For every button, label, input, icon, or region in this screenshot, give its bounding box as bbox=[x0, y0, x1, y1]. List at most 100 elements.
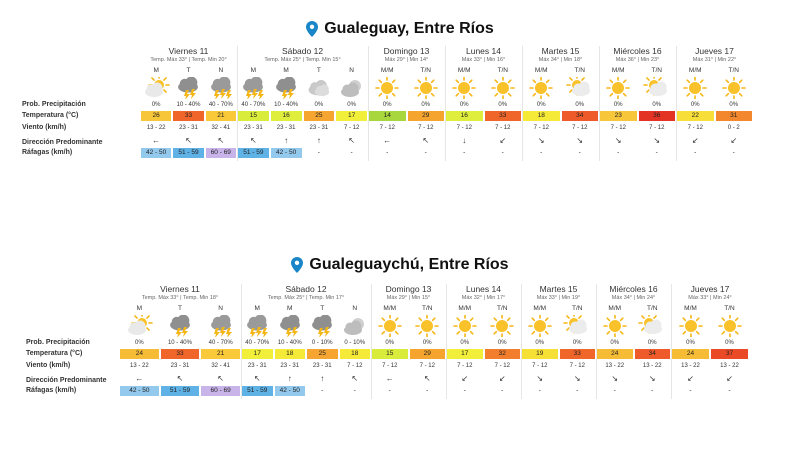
period-column: M 40 - 70% 15 23 - 31 ↖ 51 - 59 bbox=[237, 46, 270, 161]
wind-direction-arrow: ↖ bbox=[217, 136, 225, 145]
sunny-icon bbox=[490, 315, 515, 337]
precip-probability: 0% bbox=[151, 102, 161, 108]
wind-speed: 7 - 12 bbox=[610, 125, 626, 131]
wind-speed: 7 - 12 bbox=[532, 363, 548, 369]
day-divider bbox=[596, 284, 597, 399]
day-name: Viernes 11 bbox=[168, 46, 209, 56]
day-temp-range: Temp. Máx 33° | Temp. Min 20° bbox=[150, 57, 227, 63]
period-label: M bbox=[153, 67, 159, 74]
wind-speed: 7 - 12 bbox=[379, 125, 395, 131]
wind-direction-arrow: ↖ bbox=[250, 136, 257, 145]
gust-cell: - bbox=[353, 387, 356, 394]
day-column: Viernes 11 Temp. Máx 33° | Temp. Min 18° M… bbox=[119, 284, 241, 399]
precip-probability: 0% bbox=[652, 102, 662, 108]
period-label: N bbox=[218, 67, 224, 74]
precip-probability: 0% bbox=[314, 102, 324, 108]
precip-probability: 0% bbox=[725, 340, 734, 346]
location-block: Gualeguay, Entre Ríos Prob. Precipitación… bbox=[0, 18, 800, 218]
wind-direction-arrow: ↙ bbox=[498, 374, 506, 383]
day-column: Sábado 12 Temp. Máx 25° | Temp. Min 15° M 4… bbox=[237, 46, 368, 161]
precip-probability: 40 - 70% bbox=[241, 102, 266, 108]
wind-direction-arrow: ↘ bbox=[614, 136, 622, 145]
wind-speed: 7 - 12 bbox=[495, 125, 511, 131]
storm-icon bbox=[276, 77, 297, 99]
period-column: T/N 0% 33 7 - 12 ↘ - bbox=[559, 284, 597, 399]
precip-probability: 0% bbox=[536, 102, 546, 108]
wind-speed: 13 - 22 bbox=[720, 363, 739, 369]
day-column: Lunes 14 Máx 32° | Min 17° M/M 0% 17 7 - 12 ↙ -… bbox=[446, 284, 521, 399]
location-name: Gualeguaychú, Entre Ríos bbox=[309, 256, 509, 273]
gust-cell: - bbox=[424, 149, 427, 156]
sunny-icon bbox=[377, 315, 402, 337]
storm-icon bbox=[312, 315, 333, 337]
row-label: Temperatura (°C) bbox=[26, 350, 83, 357]
period-label: T/N bbox=[724, 305, 735, 312]
day-column: Miércoles 16 Máx 36° | Min 23° M/M 0% 23 7 - … bbox=[599, 46, 676, 161]
wind-speed: 7 - 12 bbox=[456, 125, 472, 131]
period-label: M/M bbox=[533, 305, 547, 312]
wind-speed: 23 - 31 bbox=[276, 125, 296, 131]
gust-cell: 60 - 69 bbox=[201, 386, 240, 396]
sunny-icon bbox=[452, 315, 477, 337]
period-label: M/M bbox=[688, 67, 702, 74]
precip-probability: 40 - 70% bbox=[245, 340, 270, 346]
period-column: M/M 0% 24 13 - 22 ↘ - bbox=[596, 284, 634, 399]
day-divider bbox=[676, 46, 677, 161]
wind-speed: 7 - 12 bbox=[687, 125, 703, 131]
row-label: Viento (km/h) bbox=[22, 124, 67, 131]
period-label: M/M bbox=[534, 67, 548, 74]
precip-probability: 0% bbox=[572, 340, 582, 346]
period-column: M 0% 24 13 - 22 ← 42 - 50 bbox=[119, 284, 160, 399]
wind-speed: 7 - 12 bbox=[382, 363, 398, 369]
gust-cell: 51 - 59 bbox=[242, 386, 273, 396]
temperature-cell: 37 bbox=[711, 349, 748, 359]
wind-speed: 7 - 12 bbox=[572, 125, 588, 131]
period-column: T/N 0% 34 13 - 22 ↘ - bbox=[634, 284, 672, 399]
period-column: T/N 0% 37 13 - 22 ↙ - bbox=[710, 284, 749, 399]
day-temp-range: Máx 32° | Min 17° bbox=[461, 295, 506, 301]
wind-speed: 13 - 22 bbox=[605, 363, 625, 369]
precip-probability: 0% bbox=[497, 340, 507, 346]
gust-cell: - bbox=[386, 149, 389, 156]
storm-icon bbox=[170, 315, 190, 337]
gust-cell: - bbox=[617, 149, 620, 156]
gust-cell: - bbox=[317, 149, 320, 156]
sunny-icon bbox=[678, 315, 703, 337]
period-label: T/N bbox=[572, 305, 583, 312]
gust-cell: - bbox=[613, 387, 616, 394]
gust-cell: - bbox=[463, 149, 466, 156]
wind-direction-arrow: ↘ bbox=[611, 374, 619, 383]
wind-direction-arrow: ↙ bbox=[730, 136, 738, 145]
day-name: Miércoles 16 bbox=[613, 46, 662, 56]
sunny-icon bbox=[606, 77, 631, 99]
period-label: M bbox=[250, 67, 257, 74]
wind-direction-arrow: ↑ bbox=[284, 136, 289, 145]
temperature-cell: 32 bbox=[484, 349, 520, 359]
day-column: Viernes 11 Temp. Máx 33° | Temp. Min 20° M… bbox=[140, 46, 237, 161]
gust-cell: - bbox=[728, 387, 731, 394]
day-divider bbox=[371, 284, 372, 399]
gust-cell: - bbox=[540, 149, 543, 156]
precip-probability: 10 - 40% bbox=[176, 102, 201, 108]
wind-speed: 23 - 31 bbox=[170, 363, 190, 369]
sunny-icon bbox=[490, 77, 515, 99]
wind-direction-arrow: ↖ bbox=[176, 374, 184, 383]
wind-speed: 7 - 12 bbox=[494, 363, 510, 369]
period-column: T/N 0% 34 7 - 12 ↘ - bbox=[561, 46, 600, 161]
day-temp-range: Máx 33° | Min 19° bbox=[536, 295, 581, 301]
day-column: Domingo 13 Máx 29° | Min 15° M/M 0% 15 7 - 12… bbox=[371, 284, 446, 399]
period-label: T/N bbox=[497, 67, 508, 74]
day-name: Viernes 11 bbox=[160, 284, 200, 294]
storm-lightning-icon bbox=[243, 77, 265, 99]
precip-probability: 0% bbox=[690, 102, 700, 108]
wind-direction-arrow: ↖ bbox=[253, 374, 261, 383]
wind-speed: 7 - 12 bbox=[457, 363, 473, 369]
day-temp-range: Máx 29° | Min 15° bbox=[386, 295, 431, 301]
wind-speed: 0 - 2 bbox=[727, 125, 740, 131]
wind-speed: 23 - 31 bbox=[280, 363, 300, 369]
storm-lightning-icon bbox=[247, 315, 269, 337]
wind-direction-arrow: ↙ bbox=[499, 136, 507, 145]
period-label: T/N bbox=[728, 67, 739, 74]
wind-direction-arrow: ↖ bbox=[217, 374, 224, 383]
day-column: Jueves 17 Máx 31° | Min 22° M/M 0% 22 7 - 12 ↙… bbox=[676, 46, 753, 161]
